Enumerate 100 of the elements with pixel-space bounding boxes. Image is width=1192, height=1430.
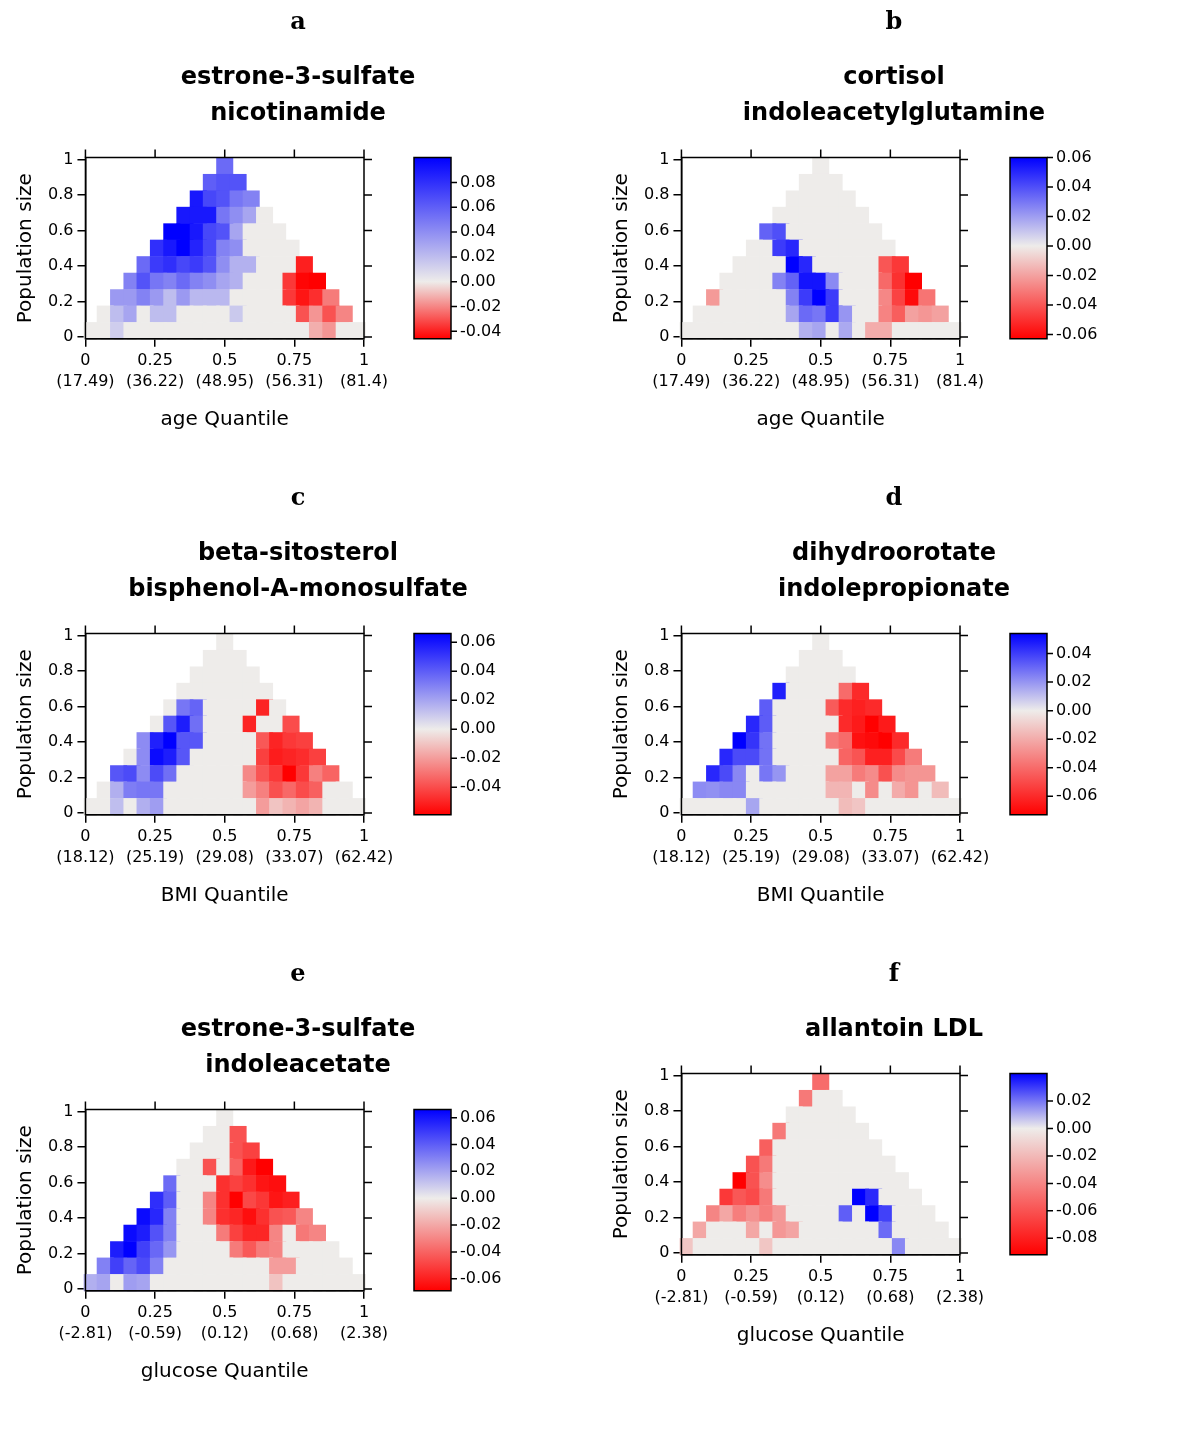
color-bar-label: -0.02 (460, 1214, 502, 1234)
x-tick-label: 0 (676, 349, 687, 369)
y-tick-label: 0.4 (643, 1171, 670, 1191)
color-bar-label: -0.06 (1056, 323, 1098, 343)
chart-subtitle: allantoin LDL (804, 1013, 984, 1044)
x-tick-label: 0.75 (872, 1265, 909, 1285)
color-bar-label: -0.02 (460, 295, 502, 315)
text: (0.68) (866, 1287, 915, 1307)
chart-title: e (290, 958, 306, 988)
color-bar-label: 0.00 (1056, 699, 1092, 719)
text: (29.08) (791, 847, 850, 867)
y-tick-label: 0 (63, 1278, 74, 1298)
x-tick-label: 1 (358, 349, 370, 369)
y-tick-label: 0 (659, 802, 670, 822)
text: (29.08) (195, 847, 254, 867)
x-tick-label: 0.25 (137, 1301, 173, 1321)
x-axis-title: age Quantile (756, 406, 885, 431)
y-tick-label: 0 (659, 1242, 670, 1262)
x-tick-label: 0.25 (137, 349, 173, 369)
y-tick-label: 0.2 (47, 290, 74, 310)
y-tick-label: 1 (659, 1064, 670, 1084)
color-bar-label: 0.04 (460, 221, 496, 241)
text: (2.38) (339, 1323, 389, 1343)
chart-subtitle: estrone-3-sulfate nicotinamide (180, 61, 416, 128)
color-bar-label: -0.06 (1056, 1200, 1098, 1220)
y-tick-label: 0.4 (47, 731, 74, 751)
text: (33.07) (265, 847, 324, 867)
y-tick-label: 0.6 (643, 695, 670, 715)
color-bar-label: 0.02 (1056, 1090, 1092, 1110)
x-tick-label: 0.25 (733, 825, 769, 845)
y-tick-label: 0 (63, 326, 74, 346)
color-bar-label: 0.02 (1056, 671, 1092, 691)
color-bar-label: 0.00 (1056, 1117, 1092, 1137)
y-tick-label: 0.6 (643, 1135, 670, 1155)
x-tick-label: 0.5 (212, 825, 238, 845)
y-tick-label: 0.8 (47, 1136, 74, 1156)
color-bar-label: 0.02 (460, 1160, 496, 1180)
y-axis-title: Population size (608, 1089, 633, 1240)
text: (81.4) (935, 371, 985, 391)
x-tick-label: 0.75 (872, 825, 909, 845)
color-bar-label: 0.04 (460, 1133, 496, 1153)
chart-subtitle: dihydroorotate indolepropionate (778, 537, 1010, 604)
color-bar-label: -0.06 (460, 1267, 502, 1287)
text: (17.49) (652, 371, 711, 391)
color-bar-label: 0.04 (460, 660, 496, 680)
text: (18.12) (56, 847, 115, 867)
text: (-2.81) (654, 1287, 709, 1307)
text: (25.19) (125, 847, 185, 867)
y-tick-label: 0.6 (643, 219, 670, 239)
x-tick-label: 1 (358, 825, 370, 845)
y-tick-label: 0.8 (47, 660, 74, 680)
y-tick-label: 0.4 (643, 731, 670, 751)
x-axis-title: age Quantile (160, 406, 289, 431)
x-tick-label: 0.75 (872, 349, 909, 369)
color-bar-label: 0.00 (460, 718, 496, 738)
y-tick-label: 0 (659, 326, 670, 346)
text: (33.07) (861, 847, 920, 867)
y-tick-label: 0.2 (643, 766, 670, 786)
text: (56.31) (265, 371, 324, 391)
x-tick-label: 0 (80, 349, 91, 369)
y-tick-label: 0.6 (47, 1171, 74, 1191)
text: (62.42) (334, 847, 394, 867)
y-tick-label: 0.2 (47, 766, 74, 786)
text: (36.22) (125, 371, 185, 391)
color-bar-label: -0.02 (1056, 728, 1098, 748)
text: (-2.81) (58, 1323, 113, 1343)
color-bar-label: 0.02 (460, 246, 496, 266)
color-bar-label: 0.04 (1056, 176, 1092, 196)
y-tick-label: 1 (659, 624, 670, 644)
color-bar-label: -0.08 (1056, 1227, 1098, 1247)
x-tick-label: 0 (676, 825, 687, 845)
y-tick-label: 1 (63, 148, 74, 168)
color-bar-label: 0.00 (460, 1187, 496, 1207)
x-axis-title: glucose Quantile (736, 1322, 905, 1347)
text: (36.22) (721, 371, 781, 391)
color-bar-label: -0.04 (460, 776, 502, 796)
chart-title: c (290, 482, 306, 512)
x-axis-title: BMI Quantile (756, 882, 885, 907)
text: (-0.59) (724, 1287, 779, 1307)
text: (2.38) (935, 1287, 985, 1307)
x-tick-label: 1 (954, 1265, 966, 1285)
x-tick-label: 0.5 (808, 1265, 834, 1285)
color-bar-label: 0.02 (1056, 205, 1092, 225)
y-tick-label: 0.8 (643, 660, 670, 680)
x-tick-label: 0.25 (733, 1265, 769, 1285)
chart-subtitle: beta-sitosterol bisphenol-A-monosulfate (128, 537, 468, 604)
chart-title: f (888, 958, 900, 988)
y-tick-label: 1 (63, 624, 74, 644)
y-tick-label: 0.8 (643, 1100, 670, 1120)
color-bar-label: 0.06 (460, 631, 496, 651)
color-bar-label: -0.04 (1056, 294, 1098, 314)
text: (81.4) (339, 371, 389, 391)
chart-title: b (885, 6, 903, 36)
text: (62.42) (930, 847, 990, 867)
x-tick-label: 0.75 (276, 825, 313, 845)
y-axis-title: Population size (12, 649, 37, 800)
text: (18.12) (652, 847, 711, 867)
color-bar-label: -0.02 (1056, 264, 1098, 284)
text: (48.95) (195, 371, 254, 391)
y-tick-label: 0.8 (643, 184, 670, 204)
